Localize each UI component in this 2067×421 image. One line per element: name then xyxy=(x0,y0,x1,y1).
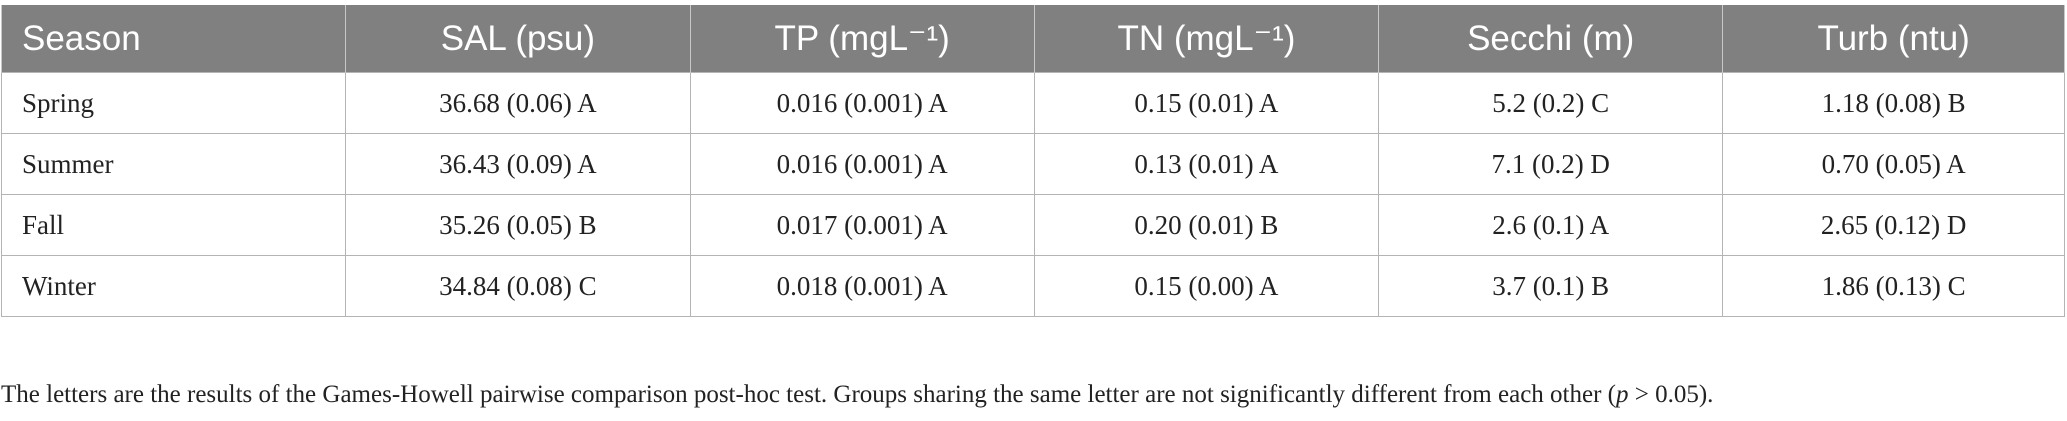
secchi-cell: 2.6 (0.1) A xyxy=(1378,194,1724,256)
turb-cell: 0.70 (0.05) A xyxy=(1722,133,2065,195)
header-turb: Turb (ntu) xyxy=(1722,5,2065,73)
sal-cell: 35.26 (0.05) B xyxy=(345,194,691,256)
sal-cell: 34.84 (0.08) C xyxy=(345,255,691,317)
tp-cell: 0.017 (0.001) A xyxy=(689,194,1035,256)
season-cell: Winter xyxy=(0,255,347,317)
season-cell: Fall xyxy=(0,194,347,256)
tp-cell: 0.016 (0.001) A xyxy=(689,72,1035,134)
season-stats-table-container: Season SAL (psu) TP (mgL⁻¹) TN (mgL⁻¹) S… xyxy=(0,5,2065,317)
table-row: Spring 36.68 (0.06) A 0.016 (0.001) A 0.… xyxy=(0,72,2065,134)
turb-cell: 1.86 (0.13) C xyxy=(1722,255,2065,317)
sal-cell: 36.68 (0.06) A xyxy=(345,72,691,134)
table-footnote: The letters are the results of the Games… xyxy=(1,381,1713,409)
footnote-text: The letters are the results of the Games… xyxy=(1,381,1616,408)
header-secchi: Secchi (m) xyxy=(1378,5,1724,73)
table-row: Winter 34.84 (0.08) C 0.018 (0.001) A 0.… xyxy=(0,255,2065,317)
header-season: Season xyxy=(0,5,347,73)
secchi-cell: 5.2 (0.2) C xyxy=(1378,72,1724,134)
tp-cell: 0.016 (0.001) A xyxy=(689,133,1035,195)
secchi-cell: 7.1 (0.2) D xyxy=(1378,133,1724,195)
tn-cell: 0.20 (0.01) B xyxy=(1033,194,1380,256)
tp-cell: 0.018 (0.001) A xyxy=(689,255,1035,317)
footnote-p-symbol: p xyxy=(1615,381,1629,408)
header-tn: TN (mgL⁻¹) xyxy=(1033,5,1380,73)
header-row: Season SAL (psu) TP (mgL⁻¹) TN (mgL⁻¹) S… xyxy=(0,5,2065,73)
tn-cell: 0.13 (0.01) A xyxy=(1033,133,1380,195)
table-row: Summer 36.43 (0.09) A 0.016 (0.001) A 0.… xyxy=(0,133,2065,195)
tn-cell: 0.15 (0.00) A xyxy=(1033,255,1380,317)
season-stats-table: Season SAL (psu) TP (mgL⁻¹) TN (mgL⁻¹) S… xyxy=(0,5,2065,317)
table-row: Fall 35.26 (0.05) B 0.017 (0.001) A 0.20… xyxy=(0,194,2065,256)
season-cell: Summer xyxy=(0,133,347,195)
turb-cell: 1.18 (0.08) B xyxy=(1722,72,2065,134)
footnote-text-end: > 0.05). xyxy=(1628,381,1714,408)
secchi-cell: 3.7 (0.1) B xyxy=(1378,255,1724,317)
header-sal: SAL (psu) xyxy=(345,5,691,73)
sal-cell: 36.43 (0.09) A xyxy=(345,133,691,195)
turb-cell: 2.65 (0.12) D xyxy=(1722,194,2065,256)
header-tp: TP (mgL⁻¹) xyxy=(689,5,1035,73)
season-cell: Spring xyxy=(0,72,347,134)
tn-cell: 0.15 (0.01) A xyxy=(1033,72,1380,134)
